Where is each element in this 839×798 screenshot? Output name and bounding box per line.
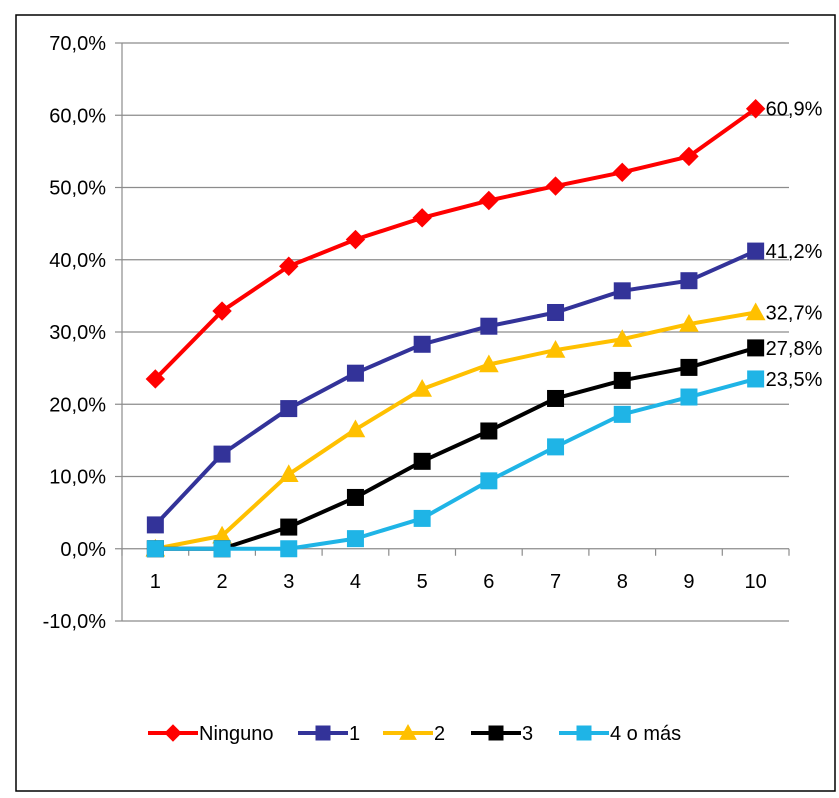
data-point [748, 371, 764, 387]
data-label: 32,7% [766, 302, 823, 324]
data-label: 27,8% [766, 338, 823, 360]
data-point [347, 365, 363, 381]
data-label: 23,5% [766, 369, 823, 391]
legend-label: 4 o más [610, 723, 681, 745]
legend-marker [316, 726, 330, 740]
data-point [281, 519, 297, 535]
chart-border [16, 15, 835, 791]
x-tick-label: 1 [150, 571, 161, 593]
x-tick-label: 6 [483, 571, 494, 593]
data-point [147, 541, 163, 557]
data-point [414, 510, 430, 526]
data-point [614, 372, 630, 388]
legend-label: 1 [349, 723, 360, 745]
data-point [414, 336, 430, 352]
data-point [614, 406, 630, 422]
data-point [681, 389, 697, 405]
y-tick-label: 0,0% [60, 539, 106, 561]
x-tick-label: 5 [417, 571, 428, 593]
data-point [347, 531, 363, 547]
data-point [748, 340, 764, 356]
data-point [281, 541, 297, 557]
y-tick-label: 50,0% [49, 178, 106, 200]
data-point [214, 446, 230, 462]
y-tick-label: 10,0% [49, 467, 106, 489]
data-point [414, 453, 430, 469]
x-tick-label: 9 [683, 571, 694, 593]
y-tick-label: -10,0% [43, 611, 107, 633]
data-point [548, 390, 564, 406]
data-label: 60,9% [766, 99, 823, 121]
data-point [147, 517, 163, 533]
data-point [481, 423, 497, 439]
data-label: 41,2% [766, 241, 823, 263]
data-point [481, 473, 497, 489]
data-point [681, 359, 697, 375]
y-tick-label: 30,0% [49, 322, 106, 344]
legend-marker [489, 726, 503, 740]
data-point [214, 541, 230, 557]
y-tick-label: 60,0% [49, 105, 106, 127]
data-point [681, 273, 697, 289]
data-point [548, 304, 564, 320]
legend-label: Ninguno [199, 723, 274, 745]
x-tick-label: 7 [550, 571, 561, 593]
x-tick-label: 2 [216, 571, 227, 593]
legend-marker [577, 726, 591, 740]
x-tick-label: 10 [745, 571, 767, 593]
data-point [347, 489, 363, 505]
data-point [748, 243, 764, 259]
y-tick-label: 70,0% [49, 33, 106, 55]
data-point [548, 439, 564, 455]
x-tick-label: 4 [350, 571, 361, 593]
data-point [481, 318, 497, 334]
x-tick-label: 8 [617, 571, 628, 593]
x-tick-label: 3 [283, 571, 294, 593]
data-point [614, 283, 630, 299]
data-point [281, 401, 297, 417]
legend-label: 3 [522, 723, 533, 745]
legend-label: 2 [434, 723, 445, 745]
y-tick-label: 20,0% [49, 394, 106, 416]
y-tick-label: 40,0% [49, 250, 106, 272]
